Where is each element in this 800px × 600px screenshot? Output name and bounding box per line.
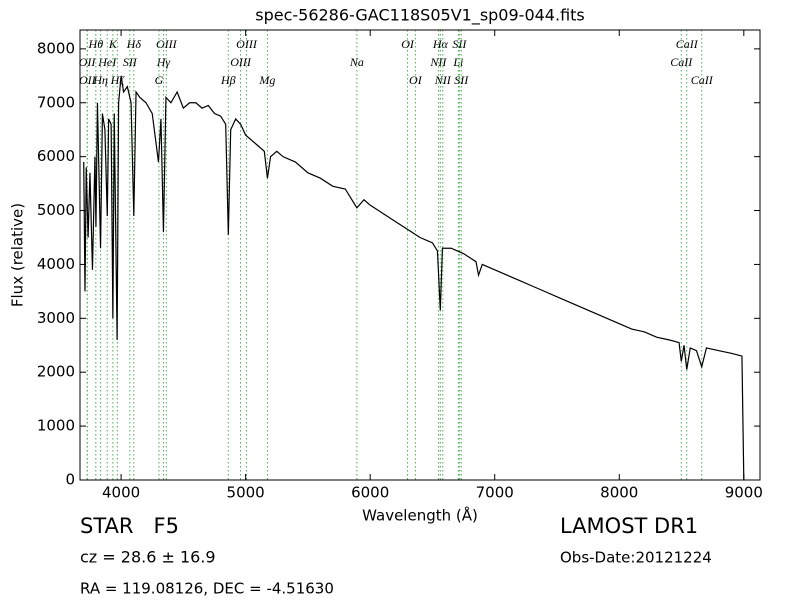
x-tick-label: 4000 [102,484,140,502]
spectral-line-label: G [155,73,164,87]
obs-date: Obs-Date:20121224 [560,549,712,567]
spectral-line-label: Li [452,55,463,69]
x-tick-label: 5000 [227,484,265,502]
redshift: cz = 28.6 ± 16.9 [80,548,216,567]
spectral-line-label: Hδ [126,37,142,51]
y-tick-label: 7000 [37,93,75,111]
spectral-line-label: OI [409,73,423,87]
y-tick-label: 4000 [37,255,75,273]
x-tick-label: 7000 [476,484,514,502]
y-tick-label: 8000 [37,39,75,57]
spectral-line-label: CaII [670,55,693,69]
spectral-line-label: K [108,37,118,51]
x-tick-label: 9000 [725,484,763,502]
x-tick-label: 8000 [600,484,638,502]
y-tick-label: 3000 [37,309,75,327]
chart-title: spec-56286-GAC118S05V1_sp09-044.fits [255,6,585,26]
x-axis-label: Wavelength (Å) [362,506,478,525]
y-tick-label: 2000 [37,363,75,381]
y-tick-label: 1000 [37,417,75,435]
spectral-line-label: OI [401,37,415,51]
coordinates: RA = 119.08126, DEC = -4.51630 [80,580,334,598]
spectral-line-label: OIII [156,37,178,51]
y-tick-label: 5000 [37,201,75,219]
y-tick-label: 0 [65,471,75,489]
plot-frame [79,29,761,481]
spectral-line-label: SII [454,73,469,87]
spectral-line-label: OII [79,73,97,87]
spectral-line-label: Hγ [156,55,171,69]
y-tick-label: 6000 [37,147,75,165]
spectral-line-label: Hη [92,73,108,87]
spectral-line-label: OIII [236,37,258,51]
spectrum-line [83,75,745,481]
object-class: STAR F5 [80,514,179,538]
spectral-line-label: Na [349,55,364,69]
spectral-line-label: OIII [230,55,252,69]
spectral-line-label: HeI [97,55,117,69]
spectral-line-label: SII [452,37,467,51]
spectral-line-label: Hβ [220,73,236,87]
spectral-line-label: Mg [258,73,275,87]
spectral-line-label: NII [434,73,452,87]
y-axis-label: Flux (relative) [9,203,27,307]
spectral-line-label: CaII [676,37,699,51]
spectral-line-label: SII [123,55,138,69]
spectral-line-label: OII [79,55,97,69]
spectral-line-label: NII [429,55,447,69]
spectral-line-label: CaII [691,73,714,87]
spectral-line-label: Hα [432,37,449,51]
survey: LAMOST DR1 [560,514,698,538]
spectral-line-label: Hθ [88,37,104,51]
x-tick-label: 6000 [351,484,389,502]
